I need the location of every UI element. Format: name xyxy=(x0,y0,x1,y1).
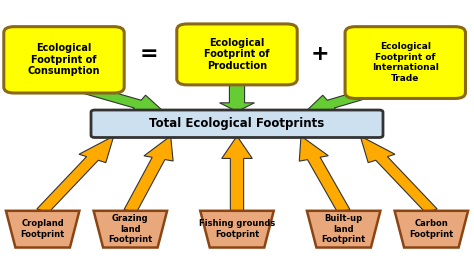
Polygon shape xyxy=(124,136,173,212)
Polygon shape xyxy=(394,211,468,248)
FancyBboxPatch shape xyxy=(177,24,297,85)
Text: Ecological
Footprint of
Production: Ecological Footprint of Production xyxy=(204,38,270,71)
FancyBboxPatch shape xyxy=(345,27,465,98)
Polygon shape xyxy=(37,136,114,213)
Polygon shape xyxy=(200,211,274,248)
Polygon shape xyxy=(222,136,252,211)
Polygon shape xyxy=(6,211,79,248)
FancyBboxPatch shape xyxy=(91,110,383,137)
Polygon shape xyxy=(307,211,380,248)
FancyBboxPatch shape xyxy=(4,27,124,93)
Text: Fishing grounds
Footprint: Fishing grounds Footprint xyxy=(199,220,275,239)
Text: =: = xyxy=(140,44,159,64)
Polygon shape xyxy=(360,136,437,213)
Text: Built-up
land
Footprint: Built-up land Footprint xyxy=(321,214,366,244)
Text: Ecological
Footprint of
Consumption: Ecological Footprint of Consumption xyxy=(28,43,100,76)
Polygon shape xyxy=(306,85,387,113)
Text: Grazing
land
Footprint: Grazing land Footprint xyxy=(108,214,153,244)
Text: Total Ecological Footprints: Total Ecological Footprints xyxy=(149,117,325,130)
Polygon shape xyxy=(219,84,255,112)
Text: +: + xyxy=(310,44,329,64)
Polygon shape xyxy=(80,85,164,113)
Text: Carbon
Footprint: Carbon Footprint xyxy=(409,220,454,239)
Polygon shape xyxy=(94,211,167,248)
Text: Cropland
Footprint: Cropland Footprint xyxy=(20,220,65,239)
Text: Ecological
Footprint of
International
Trade: Ecological Footprint of International Tr… xyxy=(372,42,439,83)
Polygon shape xyxy=(299,136,350,212)
